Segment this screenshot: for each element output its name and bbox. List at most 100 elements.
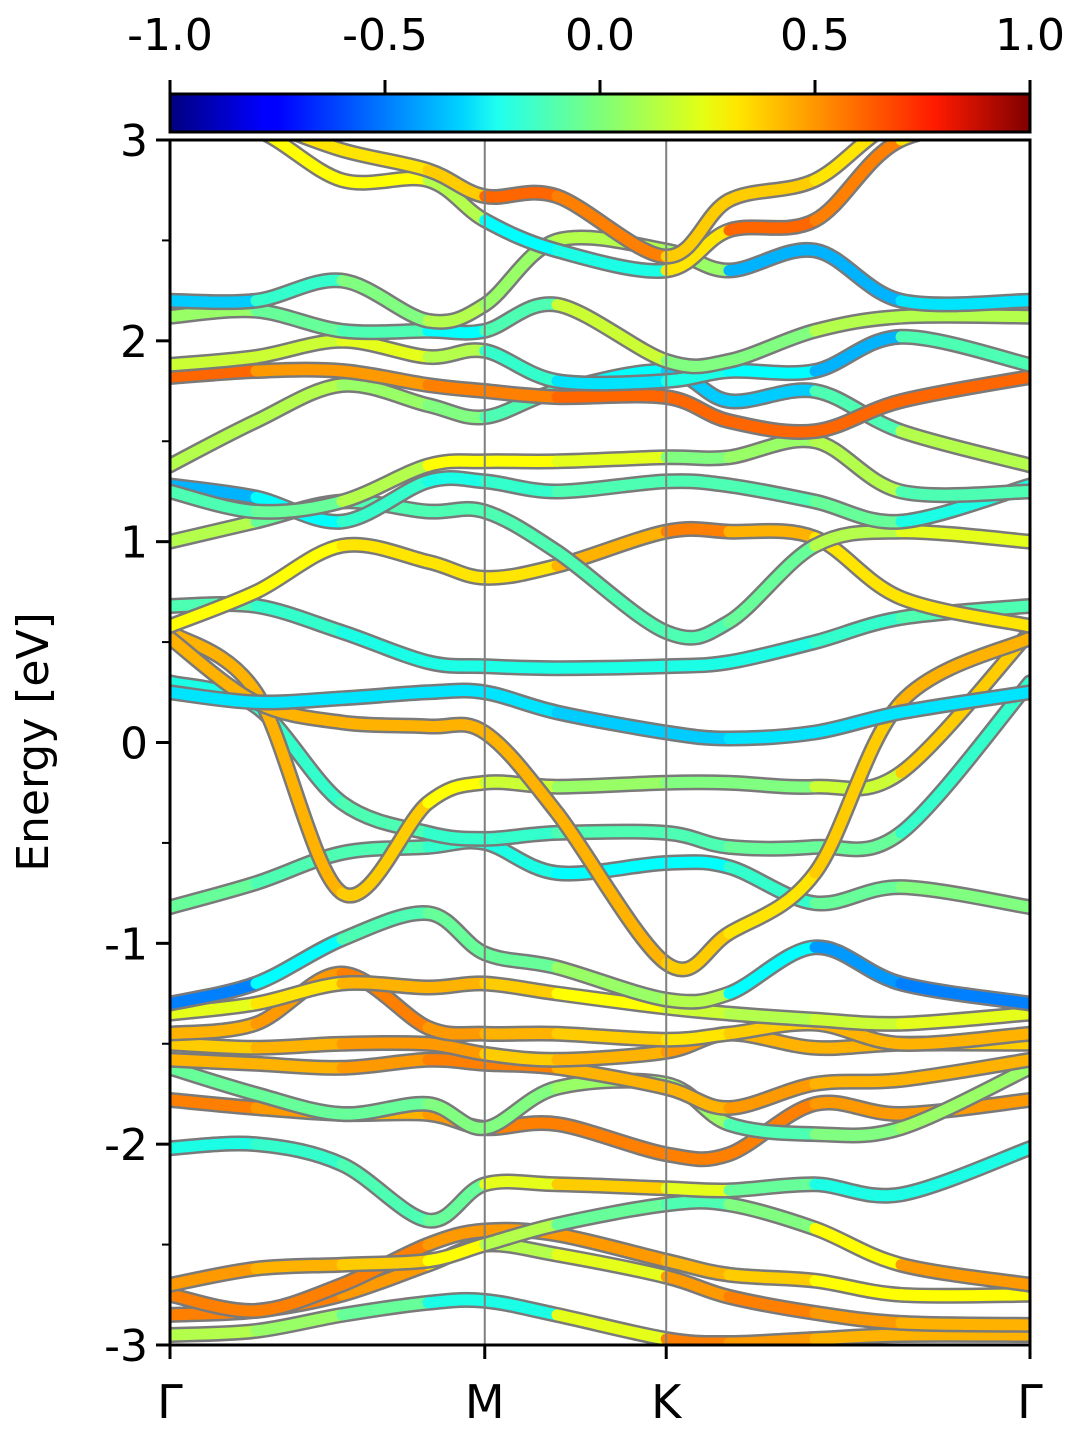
band-segment — [256, 1144, 342, 1164]
band-segment — [342, 632, 428, 662]
band-segment — [729, 947, 815, 993]
band-segment — [557, 305, 666, 361]
band-segment — [485, 782, 557, 787]
band-segment — [557, 1124, 666, 1154]
band-segment — [428, 983, 485, 987]
band-segment — [485, 1033, 557, 1034]
band-segment — [256, 698, 342, 702]
band-segment — [428, 662, 485, 666]
band-segment — [342, 1043, 428, 1044]
y-tick-label: 2 — [120, 317, 148, 368]
band-segment — [901, 431, 1030, 465]
band-segment — [666, 733, 729, 739]
band-segment — [485, 351, 557, 381]
band-segment — [901, 492, 1030, 496]
x-tick-label: Γ — [157, 1375, 183, 1429]
band-segment — [170, 1068, 256, 1094]
band-segment — [666, 457, 729, 458]
band-segment — [342, 692, 428, 698]
band-segment — [557, 1184, 666, 1188]
band-segment — [815, 947, 901, 983]
band-segment — [256, 130, 342, 180]
band-22 — [170, 440, 1030, 512]
band-segment — [666, 1188, 729, 1190]
bands-group — [170, 100, 1030, 1343]
band-2 — [170, 1244, 1030, 1325]
band-segment — [170, 1144, 256, 1149]
band-segment — [485, 193, 557, 197]
band-segment — [666, 529, 729, 532]
band-segment — [729, 783, 815, 787]
band-segment — [342, 722, 428, 726]
band-segment — [666, 481, 729, 485]
band-segment — [729, 1014, 815, 1020]
colorbar — [170, 94, 1030, 132]
band-segment — [815, 1020, 901, 1024]
band-segment — [729, 847, 815, 849]
band-segment — [428, 331, 485, 333]
band-segment — [342, 983, 428, 988]
band-segment — [342, 1303, 428, 1315]
y-tick-label: -2 — [104, 1120, 148, 1171]
band-segment — [428, 691, 485, 693]
y-axis: -3 -2 -1 0 1 2 3 — [104, 116, 170, 1372]
band-segment — [557, 1034, 666, 1040]
band-segment — [815, 1229, 901, 1265]
colorbar-tick-label: 0.5 — [780, 10, 850, 61]
y-tick-label: -3 — [104, 1321, 148, 1372]
band-segment — [428, 1028, 485, 1034]
band-segment — [485, 733, 557, 813]
band-segment — [901, 316, 1030, 317]
band-segment — [485, 304, 557, 331]
band-segment — [729, 331, 815, 361]
band-segment — [485, 666, 557, 668]
band-segment — [256, 546, 342, 592]
x-tick-label: Γ — [1017, 1375, 1043, 1429]
band-segment — [428, 783, 485, 803]
band-segment — [729, 546, 815, 622]
band-segment — [666, 1339, 729, 1343]
band-segment — [485, 1054, 557, 1060]
y-tick-label: 0 — [120, 719, 148, 770]
y-tick-label: 3 — [120, 116, 148, 167]
x-tick-label: M — [465, 1375, 505, 1429]
band-segment — [485, 833, 557, 839]
colorbar-tick-label: -1.0 — [127, 10, 213, 61]
band-segment — [170, 1331, 256, 1335]
y-axis-label: Energy [eV] — [8, 612, 59, 872]
band-segment — [256, 1265, 342, 1269]
colorbar-tick-label: 1.0 — [995, 10, 1065, 61]
band-segment — [729, 250, 815, 271]
band-segment — [485, 512, 557, 552]
band-segment — [170, 371, 256, 377]
band-segment — [666, 1034, 729, 1040]
band-segment — [170, 1044, 256, 1048]
y-tick-label: -1 — [104, 919, 148, 970]
y-tick-label: 1 — [120, 518, 148, 569]
band-segment — [428, 478, 485, 481]
band-segment — [901, 1295, 1030, 1296]
band-segment — [170, 310, 256, 316]
colorbar-tick-label: -0.5 — [342, 10, 428, 61]
band-segment — [342, 281, 428, 321]
band-segment — [428, 833, 485, 839]
band-18 — [170, 604, 1030, 668]
band-segment — [256, 1064, 342, 1068]
band-segment — [170, 1060, 256, 1064]
band-segment — [342, 545, 428, 562]
band-segment — [729, 1184, 815, 1190]
band-segment — [342, 1261, 428, 1265]
band-segment — [729, 1275, 815, 1281]
band-segment — [666, 361, 729, 367]
band-segment — [729, 371, 815, 373]
band-segment — [256, 370, 342, 371]
band-segment — [557, 552, 666, 632]
band-segment — [342, 1164, 428, 1220]
band-segment — [428, 1300, 485, 1303]
band-segment — [666, 782, 729, 783]
band-segment — [815, 251, 901, 301]
band-segment — [901, 1323, 1030, 1325]
band-segment — [428, 461, 485, 465]
band-segment — [901, 1148, 1030, 1194]
